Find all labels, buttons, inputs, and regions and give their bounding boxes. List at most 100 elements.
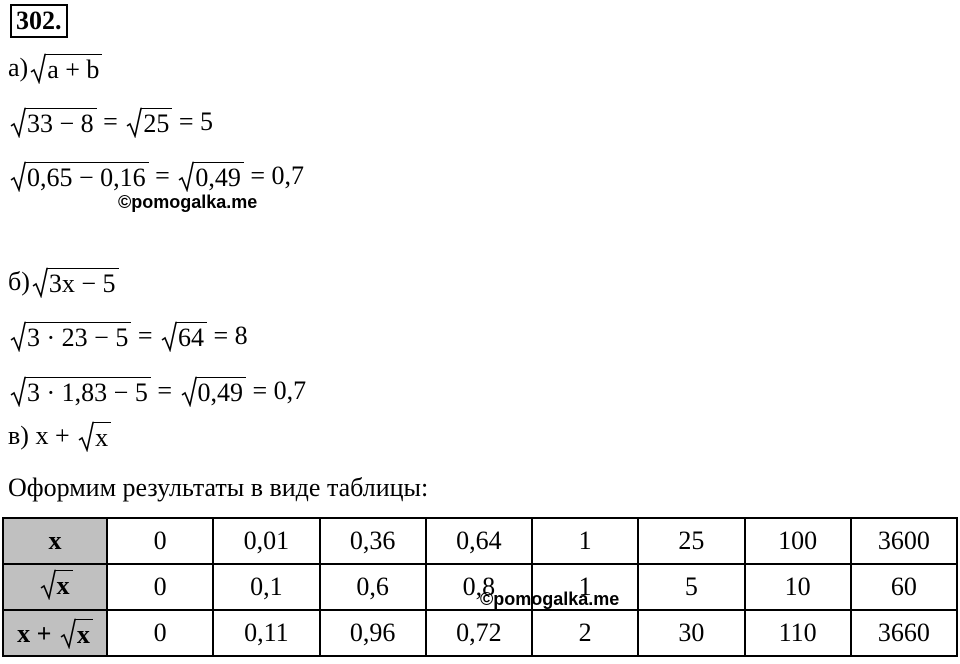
header-expression: x (49, 526, 62, 556)
table-cell: 1 (530, 517, 640, 565)
table-cell: 0,1 (212, 563, 321, 611)
math-line: 3 · 23 − 5 = 64 = 8 (8, 320, 248, 352)
table-cell: 0 (105, 563, 215, 611)
radicand: 25 (142, 108, 173, 138)
text: x + (17, 619, 58, 648)
square-root: 3 · 23 − 5 (10, 320, 132, 352)
text: = 8 (207, 321, 248, 350)
radicand: a + b (46, 54, 103, 84)
radical-sign (30, 53, 47, 84)
table-cell: 0,96 (318, 609, 427, 657)
radical-sign (32, 267, 48, 298)
math-line: Оформим результаты в виде таблицы: (8, 472, 428, 504)
square-root: 33 − 8 (10, 106, 97, 138)
radicand: 33 − 8 (26, 108, 97, 138)
radicand: 0,49 (196, 377, 246, 407)
problem-number: 302. (10, 4, 68, 38)
table-cell: 3600 (849, 517, 959, 565)
radical-sign (10, 376, 26, 407)
radical-sign (10, 161, 26, 192)
square-root: 0,65 − 0,16 (10, 160, 149, 192)
table-cell: 0 (105, 517, 215, 565)
table-row: x 0 0,01 0,36 0,64 1 25 100 3600 (2, 517, 959, 565)
radicand: 64 (177, 322, 207, 352)
table-cell: 0,72 (424, 609, 534, 657)
table-cell: 0,64 (424, 517, 534, 565)
square-root: x (40, 568, 73, 600)
table-cell: 3660 (849, 609, 959, 657)
header-expression: x (38, 568, 73, 600)
text: = (150, 376, 179, 405)
radicand: x (94, 422, 112, 452)
math-line: 33 − 8 = 25 = 5 (8, 106, 213, 138)
square-root: 3 · 1,83 − 5 (10, 375, 151, 407)
table-cell: 1 (530, 563, 640, 611)
table-cell: 0,36 (318, 517, 427, 565)
square-root: 25 (126, 106, 173, 138)
row-header: x (2, 563, 108, 611)
radicand: x (75, 619, 93, 649)
text: = (131, 321, 159, 350)
table-cell: 0,6 (318, 563, 427, 611)
square-root: x (78, 420, 112, 452)
radical-sign (181, 376, 197, 407)
watermark: ©pomogalka.me (118, 192, 258, 212)
square-root: 3x − 5 (32, 266, 119, 298)
math-line: 0,65 − 0,16 = 0,49 = 0,7 (8, 160, 304, 192)
radicand: 3 · 1,83 − 5 (26, 377, 151, 407)
row-header: x (2, 517, 108, 565)
radical-sign (10, 107, 26, 138)
square-root: 64 (161, 320, 207, 352)
text: x + (28, 421, 77, 450)
radicand: 3 · 23 − 5 (26, 322, 132, 352)
radical-sign (161, 321, 177, 352)
table-cell: 110 (743, 609, 852, 657)
radical-sign (60, 618, 76, 649)
table-cell: 10 (743, 563, 852, 611)
square-root: x (60, 617, 93, 649)
table-cell: 2 (530, 609, 640, 657)
radical-sign (78, 421, 95, 452)
table-cell: 100 (743, 517, 852, 565)
square-root: 0,49 (178, 160, 244, 192)
text: = (96, 107, 125, 136)
header-expression: x + x (17, 617, 93, 649)
radicand: 0,65 − 0,16 (26, 162, 149, 192)
math-line: а) a + b (8, 52, 103, 84)
text: Оформим результаты в виде таблицы: (8, 473, 429, 502)
square-root: a + b (30, 52, 103, 84)
text: а) (8, 53, 29, 82)
row-header: x + x (2, 609, 108, 657)
table-row: x + x 0 0,11 0,96 0,72 2 30 110 3660 (2, 609, 959, 657)
radical-sign (10, 321, 26, 352)
radical-sign (40, 569, 56, 600)
text: x (48, 526, 62, 555)
radicand: x (55, 569, 73, 600)
math-line: б) 3x − 5 (8, 266, 119, 298)
text: = 0,7 (243, 161, 305, 190)
text: = 5 (172, 107, 214, 136)
table-cell: 0,8 (424, 563, 534, 611)
radical-sign (178, 161, 195, 192)
math-line: в) x + x (8, 420, 112, 452)
table-cell: 0 (105, 609, 215, 657)
radicand: 3x − 5 (47, 268, 119, 298)
table-cell: 25 (637, 517, 746, 565)
table-cell: 30 (637, 609, 746, 657)
table-cell: 0,01 (212, 517, 321, 565)
square-root: 0,49 (181, 375, 246, 407)
math-line: 3 · 1,83 − 5 = 0,49 = 0,7 (8, 375, 306, 407)
text: б) (8, 267, 30, 296)
text: = 0,7 (246, 376, 307, 405)
table-cell: 60 (849, 563, 959, 611)
watermark: ©pomogalka.me (480, 589, 620, 609)
results-table: x 0 0,01 0,36 0,64 1 25 100 3600 x 0 0,1 0,6 0,8 1 5 10 6… (2, 517, 959, 657)
table-row: x 0 0,1 0,6 0,8 1 5 10 60 (2, 563, 959, 611)
radicand: 0,49 (194, 162, 244, 192)
text: = (148, 161, 177, 190)
table-cell: 0,11 (212, 609, 321, 657)
table-cell: 5 (637, 563, 746, 611)
text: в) (8, 421, 29, 450)
radical-sign (126, 107, 143, 138)
